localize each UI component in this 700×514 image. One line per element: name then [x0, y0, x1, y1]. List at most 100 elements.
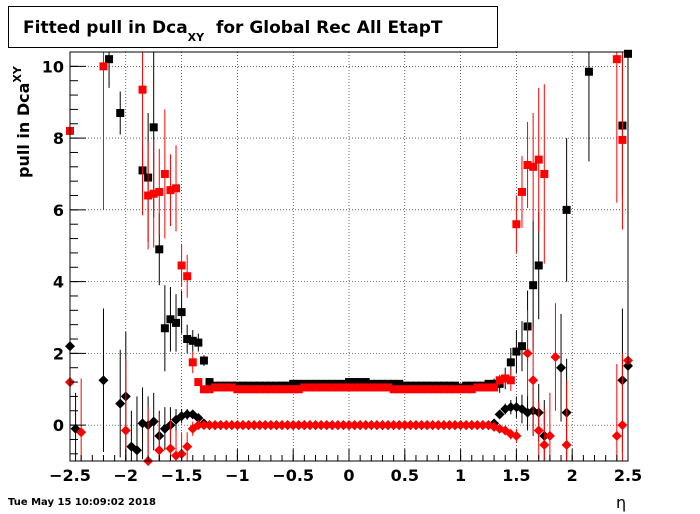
data-point — [116, 108, 125, 117]
data-point — [289, 385, 298, 394]
data-point — [522, 348, 533, 359]
data-point — [517, 342, 526, 351]
title-rest: for Global Rec All EtapT — [204, 18, 443, 38]
data-point — [411, 385, 420, 394]
data-point — [210, 420, 221, 431]
data-point — [227, 383, 236, 392]
data-point — [484, 383, 493, 392]
title-box: Fitted pull in DcaXY for Global Rec All … — [8, 6, 498, 48]
data-point — [512, 347, 521, 356]
x-tick-label: −1.5 — [161, 466, 203, 485]
x-tick-label: 0 — [343, 466, 354, 485]
data-point — [361, 378, 370, 387]
data-point — [188, 336, 197, 345]
data-point — [144, 191, 153, 200]
data-point — [304, 420, 315, 431]
data-point — [216, 383, 225, 392]
data-point — [177, 261, 186, 270]
title-main: Fitted pull in Dca — [23, 18, 188, 38]
data-point — [193, 412, 204, 423]
data-point — [384, 383, 393, 392]
data-point — [149, 189, 158, 198]
data-point — [360, 420, 371, 431]
data-point — [204, 420, 215, 431]
data-point — [612, 55, 621, 64]
x-tick-label: 1.5 — [502, 466, 530, 485]
x-tick-label: −0.5 — [272, 466, 314, 485]
data-point — [194, 378, 203, 387]
data-point — [332, 420, 343, 431]
data-point — [427, 420, 438, 431]
data-point — [233, 385, 242, 394]
data-point — [327, 420, 338, 431]
series-1 — [66, 52, 627, 394]
y-tick-label: 2 — [53, 344, 64, 363]
data-point — [198, 420, 209, 431]
data-point — [205, 385, 214, 394]
data-point — [383, 420, 394, 431]
data-point — [300, 383, 309, 392]
data-point — [377, 420, 388, 431]
data-point — [222, 383, 231, 392]
data-point — [534, 155, 543, 164]
y-tick-label: 10 — [42, 57, 64, 76]
data-point — [76, 427, 87, 438]
data-point — [294, 379, 303, 388]
grid-lines — [70, 52, 628, 461]
data-point — [321, 420, 332, 431]
data-point — [399, 420, 410, 431]
data-point — [244, 385, 253, 394]
data-point — [506, 358, 515, 367]
data-point — [556, 362, 567, 373]
data-point — [410, 420, 421, 431]
data-point — [433, 420, 444, 431]
y-tick-label: 6 — [53, 201, 64, 220]
data-point — [528, 375, 539, 386]
y-axis-label: pull in DcaXY — [11, 66, 33, 178]
x-tick-label: −1 — [225, 466, 250, 485]
data-point — [243, 420, 254, 431]
data-point — [456, 385, 465, 394]
data-point — [534, 261, 543, 270]
data-point — [618, 135, 627, 144]
data-point — [445, 385, 454, 394]
data-point — [182, 441, 193, 452]
data-point — [350, 383, 359, 392]
data-point — [260, 420, 271, 431]
axis-ticks — [69, 65, 629, 461]
data-point — [517, 187, 526, 196]
y-tick-label: 0 — [53, 416, 64, 435]
data-point — [366, 420, 377, 431]
data-point — [389, 379, 398, 388]
data-point — [438, 420, 449, 431]
data-point — [344, 420, 354, 431]
data-point — [422, 420, 433, 431]
data-point — [199, 356, 208, 365]
data-point — [533, 425, 544, 436]
data-point — [389, 385, 398, 394]
data-point — [511, 430, 522, 441]
title-subscript: XY — [187, 31, 205, 44]
x-axis-label: η — [616, 493, 627, 512]
data-point — [406, 385, 415, 394]
data-point — [539, 439, 550, 450]
data-point — [467, 385, 476, 394]
data-point — [367, 383, 376, 392]
data-point — [166, 315, 175, 324]
data-point — [444, 420, 455, 431]
data-point — [356, 383, 365, 392]
data-point — [617, 420, 628, 431]
y-tick-label: 4 — [53, 273, 64, 292]
data-point — [345, 383, 353, 392]
data-point — [261, 385, 270, 394]
data-point — [250, 385, 259, 394]
data-point — [356, 378, 365, 387]
data-point — [512, 220, 521, 229]
data-point — [115, 398, 126, 409]
series-layer — [65, 49, 633, 466]
data-point — [378, 383, 387, 392]
data-point — [310, 420, 321, 431]
data-point — [316, 420, 327, 431]
data-point — [166, 186, 175, 195]
ylabel-main: pull in Dca — [14, 82, 33, 178]
